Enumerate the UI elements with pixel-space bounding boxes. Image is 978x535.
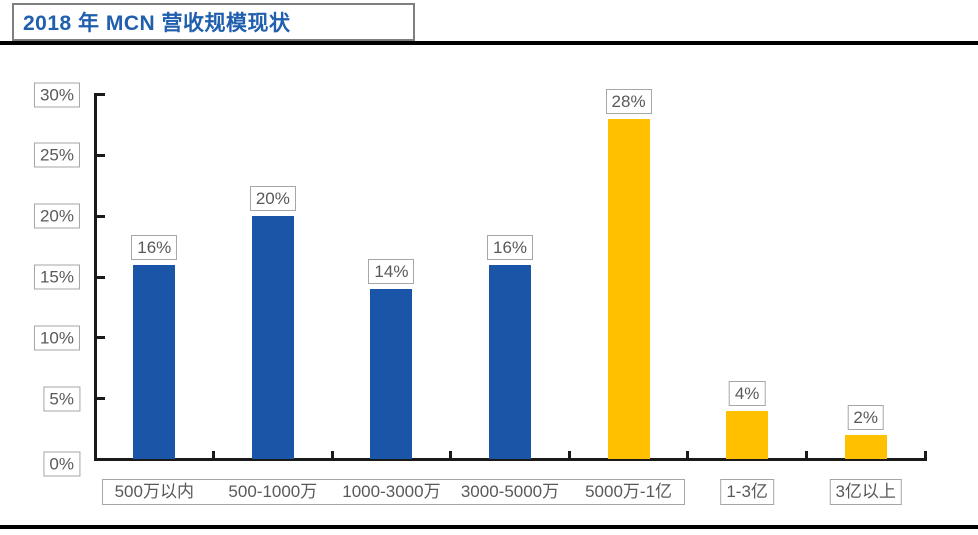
bar [726, 410, 769, 460]
x-axis-label-group-box [102, 479, 685, 505]
bar-chart: 0% 5% 10% 15% 20% 25% 30% 16% 20% 14% 16% 28% 4% 2% 50… [0, 46, 978, 521]
bottom-divider-rule [0, 525, 978, 529]
x-axis-category-label: 1-3亿 [720, 479, 774, 505]
bar-value-label: 2% [847, 405, 884, 431]
chart-title-box: 2018 年 MCN 营收规模现状 [12, 3, 415, 41]
y-axis-tick-label: 15% [33, 264, 80, 290]
y-axis-tick-label: 20% [33, 203, 80, 229]
x-axis-tick [804, 450, 808, 460]
bar [607, 118, 650, 460]
y-axis-tick [96, 214, 105, 218]
top-divider-rule [0, 41, 978, 45]
y-axis-tick [96, 153, 105, 157]
bar [844, 435, 887, 460]
bar-value-label: 4% [728, 380, 766, 406]
bar [133, 264, 176, 460]
bar [370, 289, 413, 460]
bar-value-label: 16% [131, 234, 178, 260]
x-axis-category-label: 3亿以上 [829, 479, 902, 505]
bar [251, 216, 294, 460]
x-axis-category-label: 500-1000万 [228, 482, 318, 501]
bar-value-label: 28% [605, 88, 652, 114]
y-axis-tick-label: 25% [33, 142, 80, 168]
x-axis-category-label: 3000-5000万 [460, 482, 560, 501]
chart-title: 2018 年 MCN 营收规模现状 [23, 12, 291, 35]
y-axis-tick [96, 93, 105, 96]
y-axis-tick [96, 397, 105, 401]
x-axis-tick [567, 450, 571, 460]
x-axis-category-label: 500万以内 [114, 482, 194, 501]
y-axis-tick [96, 275, 105, 279]
bar-value-label: 16% [486, 234, 534, 260]
y-axis-tick-label: 0% [43, 451, 80, 476]
x-axis-tick [686, 450, 690, 460]
x-axis-category-label: 1000-3000万 [342, 482, 441, 501]
bar-value-label: 20% [249, 186, 296, 212]
x-axis-tick [449, 450, 453, 460]
y-axis-tick [96, 336, 105, 340]
bar [489, 264, 531, 460]
y-axis-line [93, 93, 97, 461]
bar-value-label: 14% [368, 259, 415, 285]
y-axis-tick-label: 10% [33, 325, 80, 351]
y-axis-tick-label: 30% [33, 82, 80, 107]
y-axis-tick-label: 5% [43, 386, 80, 412]
x-axis-line [93, 458, 927, 461]
x-axis-tick [923, 450, 927, 460]
x-axis-tick [330, 450, 334, 460]
x-axis-category-label: 5000万-1亿 [585, 482, 673, 501]
x-axis-tick [212, 450, 216, 460]
